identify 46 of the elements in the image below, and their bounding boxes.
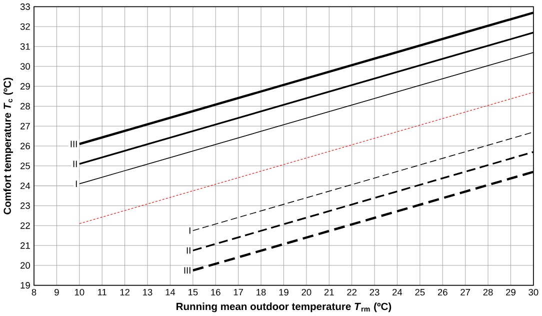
x-tick-label: 27 xyxy=(460,289,470,296)
y-tick-label: 28 xyxy=(20,103,30,110)
series-label: I xyxy=(189,228,190,234)
x-tick-label: 18 xyxy=(256,289,266,296)
x-tick-label: 22 xyxy=(347,289,356,296)
x-tick-label: 24 xyxy=(392,289,402,296)
x-tick-label: 15 xyxy=(188,289,198,296)
x-tick-label: 14 xyxy=(166,289,176,296)
y-tick-label: 25 xyxy=(20,162,30,170)
y-tick-label: 29 xyxy=(20,83,30,90)
x-tick-label: 28 xyxy=(483,289,493,296)
y-axis-title: Comfort temperature T$_{c}$ (ºC) xyxy=(3,78,14,215)
x-tick-label: 19 xyxy=(279,289,288,296)
x-tick-label: 11 xyxy=(98,289,106,296)
x-axis-title: Running mean outdoor temperature T$_{rm}$ (ºC) xyxy=(176,302,392,312)
y-tick-label: 19 xyxy=(20,282,30,289)
series-label: II xyxy=(73,160,77,168)
y-tick-label: 30 xyxy=(20,63,30,70)
x-tick-label: 23 xyxy=(370,289,380,296)
y-tick-label: 33 xyxy=(20,4,30,10)
series-label: III xyxy=(184,267,190,274)
x-tick-label: 21 xyxy=(324,289,334,296)
x-tick-label: 25 xyxy=(415,289,425,296)
y-tick-label: 26 xyxy=(20,142,30,150)
x-tick-label: 9 xyxy=(54,289,59,296)
y-tick-label: 20 xyxy=(20,262,30,269)
x-tick-label: 30 xyxy=(528,289,538,296)
x-tick-label: 29 xyxy=(506,289,516,296)
x-tick-label: 12 xyxy=(120,289,130,296)
y-tick-label: 24 xyxy=(20,182,30,190)
series-label: III xyxy=(70,141,77,148)
series-label: II xyxy=(186,247,190,254)
x-tick-label: 16 xyxy=(211,289,220,296)
y-tick-label: 22 xyxy=(20,222,30,230)
x-tick-label: 10 xyxy=(74,289,84,296)
x-tick-label: 8 xyxy=(32,289,36,296)
x-tick-label: 17 xyxy=(234,289,243,296)
x-tick-label: 20 xyxy=(302,289,312,296)
series-label: I xyxy=(76,180,77,188)
x-tick-label: 13 xyxy=(143,289,152,296)
y-tick-label: 23 xyxy=(20,202,30,210)
y-tick-label: 21 xyxy=(20,242,30,249)
y-tick-label: 31 xyxy=(20,43,30,50)
y-tick-label: 27 xyxy=(20,123,30,130)
x-tick-label: 26 xyxy=(438,289,448,296)
y-tick-label: 32 xyxy=(20,24,30,30)
